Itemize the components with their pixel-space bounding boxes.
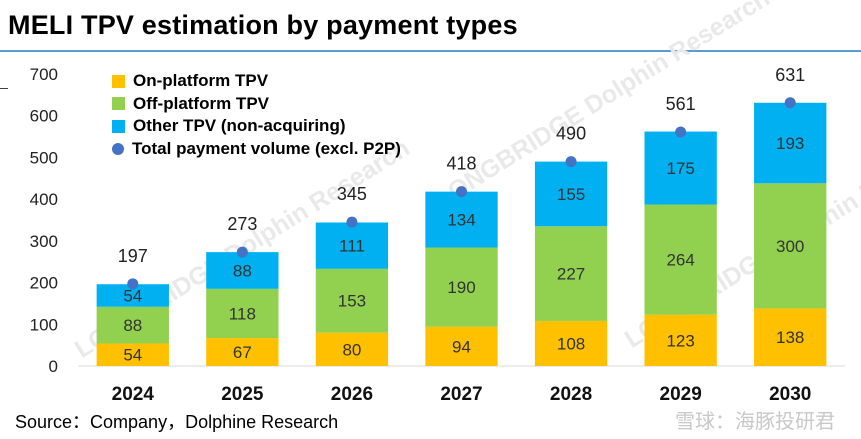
data-label-off-platform: 118 xyxy=(229,304,256,323)
total-marker xyxy=(456,186,467,198)
bar-segment-other xyxy=(96,284,169,307)
x-tick-label: 2024 xyxy=(112,384,155,405)
bar-segment-off-platform xyxy=(96,306,169,344)
bar-segment-other xyxy=(754,102,827,184)
x-tick-label: 2026 xyxy=(331,384,373,405)
y-tick-label: 600 xyxy=(30,107,58,126)
legend-label-other: Other TPV (non-acquiring) xyxy=(133,116,346,136)
legend-marker-total xyxy=(112,142,124,155)
y-tick-label: 300 xyxy=(30,232,58,251)
bar-segment-on-platform xyxy=(96,343,169,366)
source-note: Source：Company，Dolphine Research xyxy=(15,412,339,432)
data-label-other: 175 xyxy=(666,159,694,178)
bar-segment-other xyxy=(644,131,717,205)
x-tick-label: 2025 xyxy=(221,384,264,405)
bar-segment-on-platform xyxy=(315,332,389,366)
y-tick-label: 700 xyxy=(30,65,58,84)
data-label-off-platform: 227 xyxy=(557,265,585,284)
data-label-other: 111 xyxy=(339,237,365,256)
total-label: 197 xyxy=(118,246,148,266)
watermark: 雪球：海豚投研君 xyxy=(675,409,835,433)
data-label-off-platform: 88 xyxy=(123,316,142,335)
total-label: 561 xyxy=(666,94,696,114)
title-underline xyxy=(0,50,861,52)
bar-segment-off-platform xyxy=(644,204,717,315)
legend-label-off-platform: Off-platform TPV xyxy=(133,93,269,113)
legend-swatch-off-platform xyxy=(112,97,125,111)
total-marker xyxy=(784,97,796,109)
legend-item-other: Other TPV (non-acquiring) xyxy=(112,115,401,138)
y-tick-label: 0 xyxy=(49,357,58,376)
bar-segment-off-platform xyxy=(425,247,498,327)
bar-segment-on-platform xyxy=(206,338,279,366)
total-label: 490 xyxy=(556,124,586,144)
x-tick-label: 2029 xyxy=(660,384,702,405)
total-marker xyxy=(346,216,358,228)
total-marker xyxy=(236,246,248,258)
legend-swatch-on-platform xyxy=(112,74,125,88)
legend-item-off-platform: Off-platform TPV xyxy=(112,93,401,116)
total-marker xyxy=(675,126,687,138)
bar-segment-off-platform xyxy=(315,268,389,333)
chart-title: MELI TPV estimation by payment types xyxy=(8,10,518,40)
data-label-on-platform: 123 xyxy=(666,331,694,350)
bar-segment-on-platform xyxy=(425,326,498,366)
data-label-other: 88 xyxy=(233,261,252,280)
total-label: 273 xyxy=(227,214,257,234)
y-tick-label: 500 xyxy=(30,148,58,167)
data-label-on-platform: 108 xyxy=(557,334,585,353)
data-label-other: 134 xyxy=(447,211,475,230)
bar-segment-other xyxy=(534,161,608,227)
y-tick-label: 200 xyxy=(30,274,58,293)
data-label-other: 155 xyxy=(557,185,585,204)
legend-item-total: Total payment volume (excl. P2P) xyxy=(112,138,401,161)
corner-tick xyxy=(0,88,8,89)
bar-segment-off-platform xyxy=(534,226,608,321)
legend-label-on-platform: On-platform TPV xyxy=(133,71,269,91)
total-label: 418 xyxy=(446,154,476,174)
total-label: 631 xyxy=(775,65,805,85)
total-marker xyxy=(565,156,577,168)
bar-segment-other xyxy=(206,252,279,289)
data-label-on-platform: 67 xyxy=(233,343,252,362)
data-label-off-platform: 153 xyxy=(338,292,366,311)
y-tick-label: 400 xyxy=(30,190,58,209)
legend: On-platform TPV Off-platform TPV Other T… xyxy=(112,70,401,160)
x-tick-label: 2030 xyxy=(769,384,811,405)
data-label-on-platform: 80 xyxy=(342,340,361,359)
bar-segment-on-platform xyxy=(534,320,608,366)
data-label-off-platform: 190 xyxy=(447,278,475,297)
data-label-on-platform: 94 xyxy=(452,337,471,356)
data-label-off-platform: 264 xyxy=(666,251,694,270)
total-label: 345 xyxy=(337,184,367,204)
legend-swatch-other xyxy=(112,119,125,133)
bar-segment-on-platform xyxy=(644,314,717,366)
data-label-other: 193 xyxy=(776,134,804,153)
bar-segment-other xyxy=(425,191,498,248)
y-tick-label: 100 xyxy=(30,315,58,334)
bar-segment-off-platform xyxy=(754,183,827,309)
x-tick-label: 2027 xyxy=(440,384,482,405)
data-label-other: 54 xyxy=(123,287,142,306)
bar-segment-off-platform xyxy=(206,288,279,339)
total-marker xyxy=(127,278,139,290)
x-tick-label: 2028 xyxy=(550,384,592,405)
legend-label-total: Total payment volume (excl. P2P) xyxy=(132,138,401,158)
data-label-on-platform: 138 xyxy=(776,328,804,347)
bar-segment-on-platform xyxy=(754,308,827,366)
bar-segment-other xyxy=(315,222,389,269)
legend-item-on-platform: On-platform TPV xyxy=(112,70,401,93)
data-label-on-platform: 54 xyxy=(123,346,142,365)
data-label-off-platform: 300 xyxy=(776,237,804,256)
